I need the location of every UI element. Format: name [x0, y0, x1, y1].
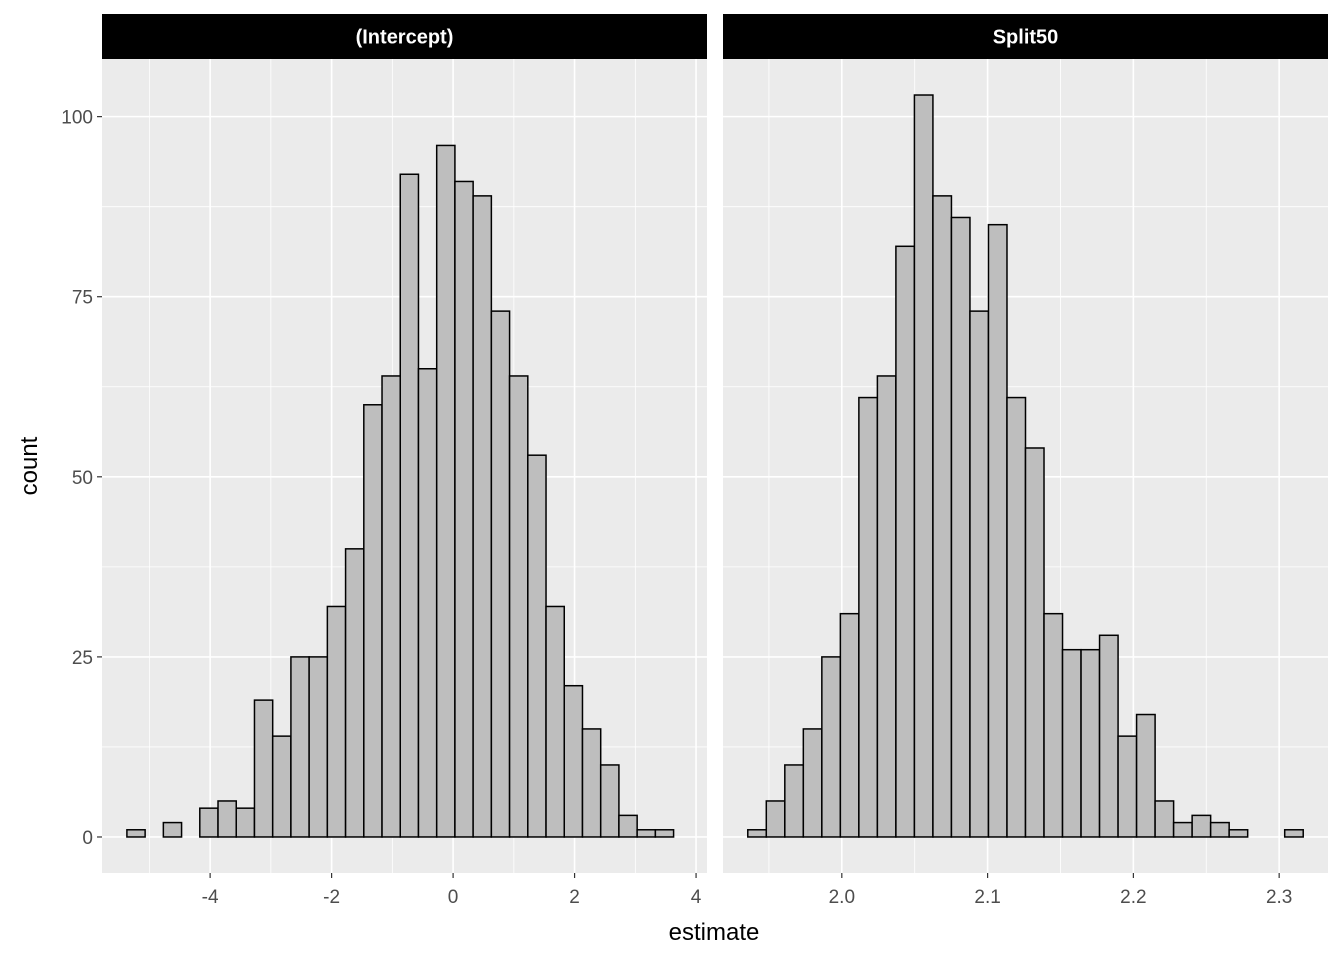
histogram-bar — [581, 728, 602, 838]
facet-strip-label: (Intercept) — [356, 27, 454, 49]
histogram-bar — [235, 807, 256, 838]
y-tick-label: 50 — [72, 468, 93, 489]
facet-panel: Split50 2.0 2.1 2.2 2.3 — [723, 14, 1328, 908]
histogram-bar — [987, 223, 1008, 838]
histogram-bar — [895, 245, 916, 838]
x-tick-label: 2.2 — [1120, 887, 1146, 908]
x-tick-label: -4 — [202, 887, 219, 908]
histogram-bar — [969, 310, 990, 838]
histogram-bar — [344, 548, 365, 838]
histogram-bar — [326, 605, 347, 838]
histogram-bar — [1209, 821, 1230, 838]
histogram-bar — [839, 612, 860, 838]
histogram-bar — [747, 829, 768, 838]
histogram-bar — [1154, 800, 1175, 838]
x-tick-label: 2.3 — [1266, 887, 1292, 908]
histogram-bar — [399, 173, 420, 838]
y-tick-label: 100 — [61, 108, 93, 129]
histogram-bar — [765, 800, 786, 838]
x-tick-label: 2.1 — [974, 887, 1000, 908]
histogram-bar — [308, 656, 329, 838]
histogram-bar — [162, 821, 183, 838]
histogram-bar — [126, 829, 146, 838]
histogram-bar — [290, 656, 310, 838]
histogram-bar — [1283, 829, 1304, 838]
histogram-bar — [508, 375, 529, 838]
facet-panels: (Intercept) -4 -2 0 2 4 Split50 2.0 2.1 2.2 2.3 — [102, 14, 1328, 908]
histogram-bar — [1172, 821, 1193, 838]
histogram-bar — [454, 180, 474, 838]
histogram-bar — [858, 396, 879, 838]
histogram-bar — [1135, 713, 1156, 838]
histogram-bar — [1098, 634, 1119, 838]
histogram-bar — [472, 195, 493, 838]
histogram-bar — [1061, 648, 1082, 838]
histogram-bar — [913, 94, 934, 838]
histogram-bar — [417, 368, 438, 838]
histogram-bar — [876, 375, 897, 838]
histogram-bar — [199, 807, 219, 838]
histogram-bar — [527, 454, 547, 838]
histogram-bar — [802, 728, 823, 838]
histogram-bar — [1024, 447, 1045, 838]
y-axis-title: count — [16, 436, 43, 495]
y-tick-label: 0 — [82, 828, 93, 849]
histogram-bar — [932, 195, 953, 838]
histogram-bar — [950, 216, 971, 838]
x-axis-title: estimate — [669, 919, 760, 946]
histogram-bar — [1191, 814, 1212, 838]
histogram-bar — [1117, 735, 1138, 838]
histogram-bar — [363, 404, 383, 838]
histogram-bar — [381, 375, 401, 838]
histogram-bar — [1006, 396, 1027, 838]
histogram-bar — [599, 764, 620, 838]
facet-strip — [102, 14, 707, 59]
histogram-bar — [563, 684, 584, 838]
histogram-bar — [654, 829, 675, 838]
histogram-bar — [1080, 648, 1101, 838]
facet-strip — [723, 14, 1328, 59]
y-tick-label: 25 — [72, 648, 93, 669]
facet-strip-label: Split50 — [993, 27, 1059, 49]
x-tick-label: 0 — [448, 887, 459, 908]
x-tick-label: 2.0 — [829, 887, 855, 908]
histogram-bar — [271, 735, 292, 838]
y-axis: 0 25 50 75 100 — [61, 108, 102, 849]
histogram-bar — [217, 800, 237, 838]
x-tick-label: 2 — [569, 887, 580, 908]
histogram-bar — [636, 829, 657, 838]
x-tick-label: 4 — [691, 887, 702, 908]
histogram-bar — [490, 310, 511, 838]
histogram-bar — [253, 699, 274, 838]
histogram-bar — [1043, 612, 1064, 838]
histogram-bar — [821, 656, 842, 838]
facet-panel: (Intercept) -4 -2 0 2 4 — [102, 14, 707, 908]
y-tick-label: 75 — [72, 288, 93, 309]
histogram-bar — [784, 764, 805, 838]
histogram-bar — [435, 144, 456, 838]
histogram-bar — [618, 814, 638, 838]
histogram-bar — [545, 605, 566, 838]
histogram-bar — [1228, 829, 1249, 838]
x-tick-label: -2 — [323, 887, 340, 908]
